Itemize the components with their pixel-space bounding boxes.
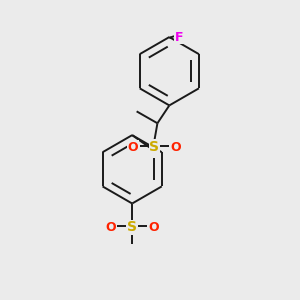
Text: F: F bbox=[175, 31, 183, 44]
Text: S: S bbox=[127, 220, 137, 234]
Text: S: S bbox=[149, 140, 160, 154]
Text: O: O bbox=[148, 221, 159, 234]
Text: O: O bbox=[106, 221, 116, 234]
Text: O: O bbox=[128, 140, 138, 154]
Text: O: O bbox=[170, 140, 181, 154]
